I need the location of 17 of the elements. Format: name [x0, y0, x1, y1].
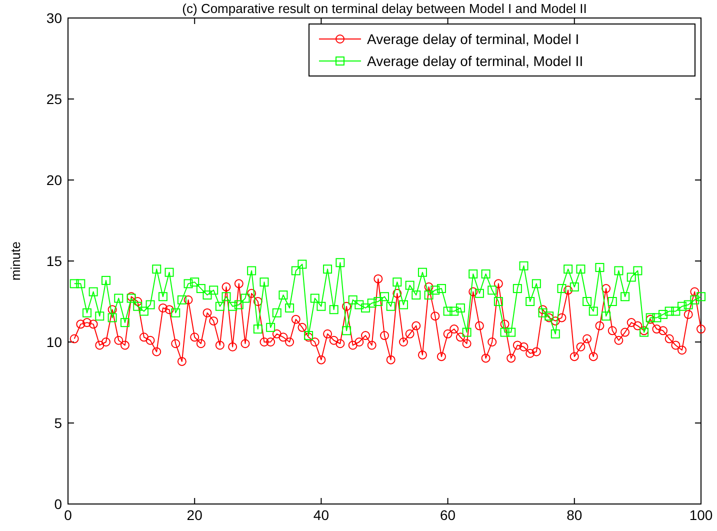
legend-label: Average delay of terminal, Model I	[367, 31, 580, 47]
y-tick-label: 0	[54, 496, 62, 512]
y-axis-title: minute	[8, 241, 23, 281]
x-tick-label: 80	[566, 507, 582, 523]
y-tick-label: 25	[46, 91, 62, 107]
y-tick-label: 30	[46, 10, 62, 26]
legend-label: Average delay of terminal, Model II	[367, 53, 584, 69]
y-tick-label: 15	[46, 253, 62, 269]
x-tick-label: 60	[440, 507, 456, 523]
chart-title: (c) Comparative result on terminal delay between Model I and Model II	[182, 1, 587, 16]
x-tick-label: 40	[313, 507, 330, 523]
x-tick-label: 20	[186, 507, 203, 523]
x-tick-label: 0	[64, 507, 72, 523]
y-tick-label: 5	[54, 415, 62, 431]
y-tick-label: 10	[46, 334, 62, 350]
x-tick-label: 100	[689, 507, 713, 523]
y-tick-label: 20	[46, 172, 62, 188]
